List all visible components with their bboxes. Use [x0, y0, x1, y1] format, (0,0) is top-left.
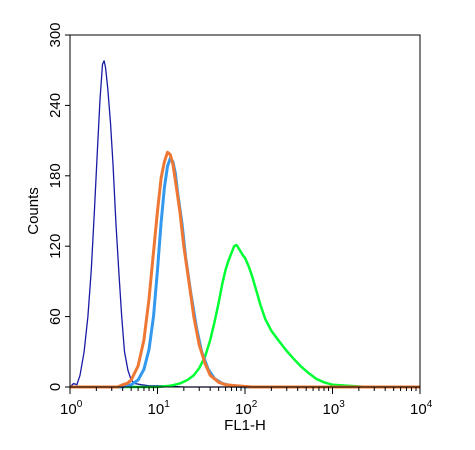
y-tick-label: 60 — [47, 308, 64, 325]
series-line-4 — [70, 150, 420, 389]
x-axis-label: FL1-H — [224, 417, 266, 434]
x-tick-label: 104 — [410, 399, 433, 418]
y-tick-label: 300 — [47, 22, 64, 47]
y-tick-label: 0 — [47, 383, 64, 391]
y-tick-label: 180 — [47, 163, 64, 188]
x-tick-label: 103 — [323, 399, 346, 418]
series-line-2 — [70, 243, 420, 389]
series-layer — [69, 60, 420, 389]
series-line-1 — [69, 60, 420, 388]
x-tick-label: 100 — [60, 399, 83, 418]
x-tick-label: 101 — [148, 399, 171, 418]
y-axis-label: Counts — [25, 187, 42, 235]
y-tick-label: 240 — [47, 93, 64, 118]
y-tick-label: 120 — [47, 234, 64, 259]
x-tick-label: 102 — [235, 399, 258, 418]
ticks-layer: 0 60 120 180 240 300 100 101 102 103 104 — [47, 22, 433, 418]
